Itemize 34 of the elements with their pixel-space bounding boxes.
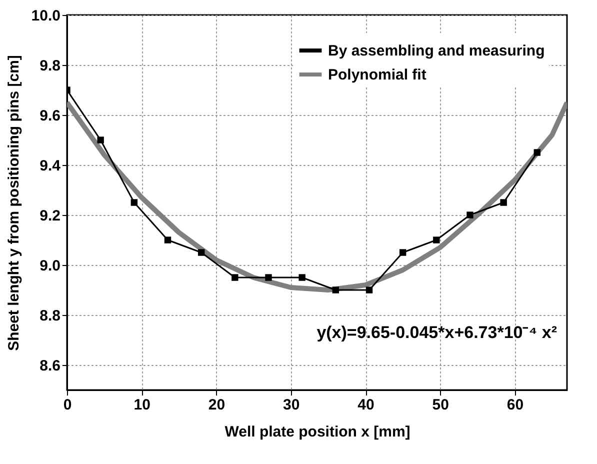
y-tick-label: 8.8: [40, 308, 60, 324]
point: [466, 212, 474, 218]
point: [164, 236, 172, 244]
x-tick-label: 30: [283, 396, 300, 414]
y-tick-label: 9.4: [40, 158, 62, 174]
point: [332, 286, 340, 294]
point: [433, 236, 440, 244]
y-tick-label: 9.2: [40, 208, 60, 224]
point: [232, 274, 238, 281]
y-tick-label: 9.0: [40, 258, 60, 274]
point: [97, 136, 104, 144]
x-tick-label: 10: [134, 396, 150, 414]
y-tick-label: 9.6: [40, 108, 60, 124]
x-axis-title: Well plate position x [mm]: [224, 424, 410, 440]
point: [265, 274, 272, 281]
point: [534, 149, 541, 156]
x-tick-label: 0: [63, 396, 72, 414]
x-tick-label: 20: [208, 396, 226, 414]
point: [500, 199, 507, 206]
x-tick-label: 60: [506, 396, 524, 414]
point: [366, 286, 373, 294]
annotation: y(x)=9.65-0.045*x+6.73*10⁻⁴ x²: [316, 323, 558, 342]
y-tick-label: 9.8: [40, 58, 60, 74]
y-axis-title: Sheet lenght y from positioning pins [cm]: [5, 55, 22, 351]
point: [198, 249, 205, 256]
point: [298, 274, 306, 281]
y-tick-label: 10.0: [31, 8, 60, 24]
x-tick-label: 50: [432, 396, 449, 414]
y-tick-label: 8.6: [40, 358, 60, 374]
legend-label: By assembling and measuring: [328, 42, 545, 60]
point: [399, 249, 406, 256]
x-tick-label: 40: [358, 396, 374, 414]
point: [130, 199, 138, 206]
legend-label: Polynomial fit: [328, 66, 426, 84]
